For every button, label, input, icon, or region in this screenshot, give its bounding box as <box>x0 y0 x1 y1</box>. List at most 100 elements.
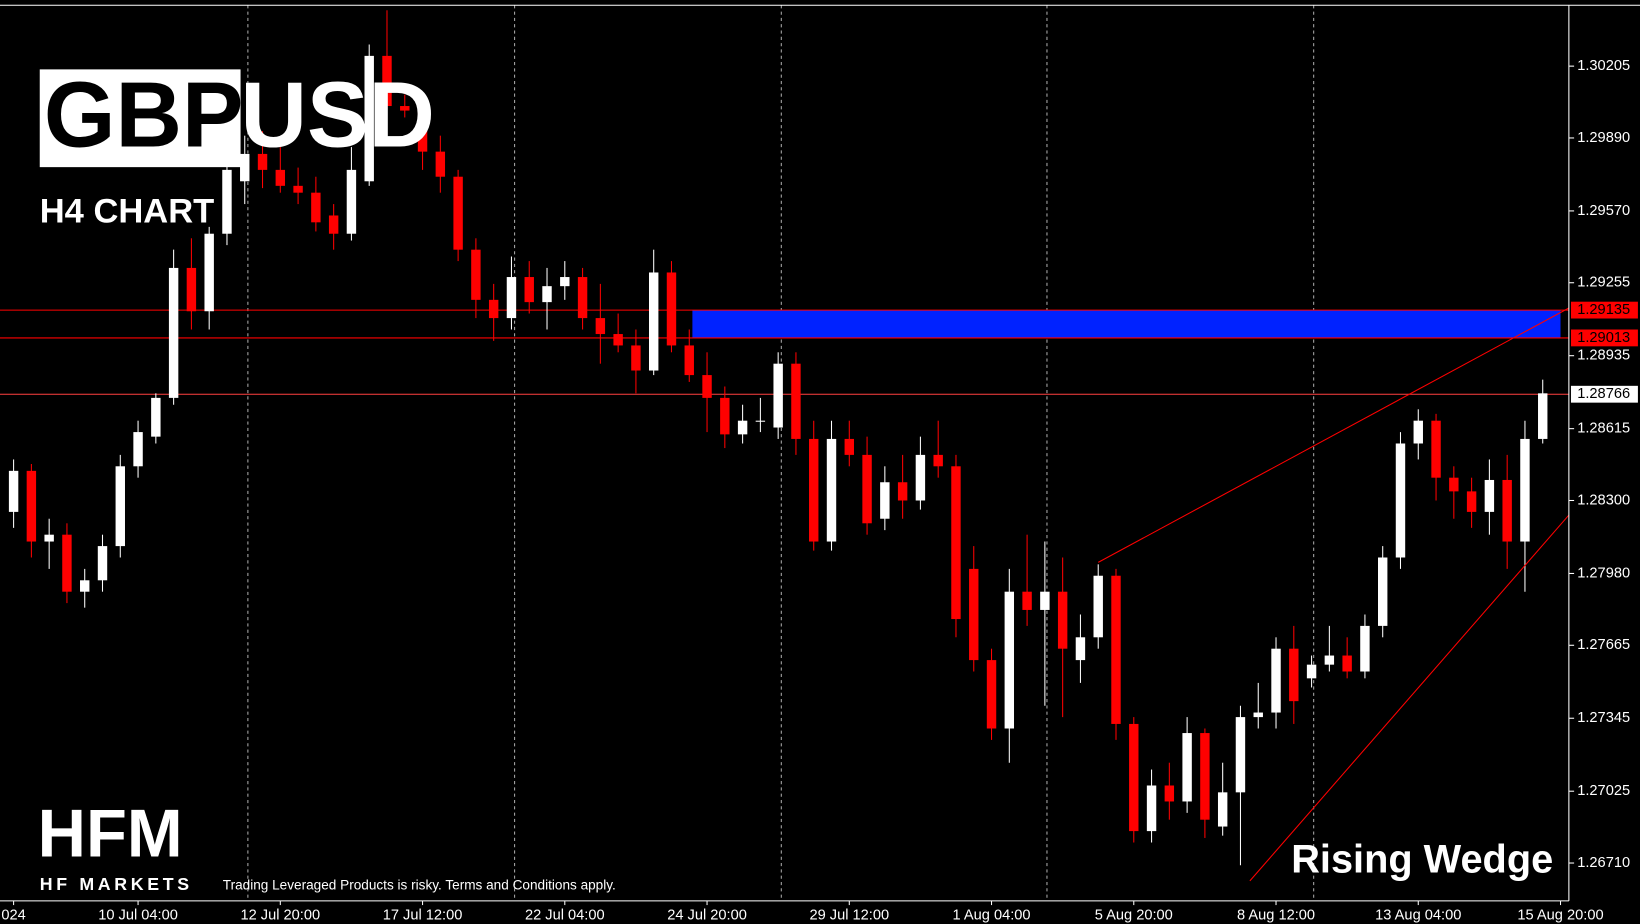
candle-body <box>1093 575 1103 638</box>
candle-body <box>1111 575 1121 724</box>
candle-body <box>631 345 641 371</box>
candle-body <box>702 375 712 398</box>
candle-body <box>435 151 446 177</box>
y-tick-label: 1.28615 <box>1577 421 1630 437</box>
candle-body <box>1324 655 1335 665</box>
x-tick-label: 8 Aug 12:00 <box>1237 907 1315 923</box>
candle-body <box>1520 438 1530 542</box>
candle-body <box>524 277 534 303</box>
candle-body <box>826 438 837 542</box>
candle-body <box>1289 648 1299 702</box>
candles <box>8 10 1548 866</box>
title-part: USD <box>241 62 435 166</box>
x-tick-label: 22 Jul 04:00 <box>525 907 605 923</box>
candle-body <box>506 277 517 319</box>
y-tick-label: 1.27345 <box>1577 710 1630 726</box>
candle-body <box>648 272 659 371</box>
candle-body <box>222 169 232 234</box>
candle-body <box>1342 655 1352 672</box>
candle-body <box>293 185 303 193</box>
candle-body <box>1040 591 1050 610</box>
disclaimer: Trading Leveraged Products is risky. Ter… <box>223 878 616 893</box>
x-tick-label: 13 Aug 04:00 <box>1375 907 1461 923</box>
candle-body <box>1235 717 1246 793</box>
candle-body <box>915 454 926 501</box>
logo: HFM <box>38 796 183 871</box>
candle-body <box>186 267 197 312</box>
level-label: 1.29135 <box>1577 302 1630 318</box>
candle-body <box>453 176 463 250</box>
candle-body <box>400 106 410 111</box>
x-tick-label: 12 Jul 20:00 <box>240 907 320 923</box>
candle-body <box>1200 733 1210 820</box>
candle-body <box>80 580 90 592</box>
x-tick-label: 29 Jul 12:00 <box>809 907 889 923</box>
candle-body <box>364 55 374 182</box>
candle-body <box>1413 420 1423 444</box>
level-label: 1.29013 <box>1577 330 1630 346</box>
candle-body <box>1253 712 1263 718</box>
annotation: Rising Wedge <box>1291 837 1553 881</box>
candle-body <box>1466 491 1477 512</box>
candle-body <box>1431 420 1441 478</box>
candle-body <box>382 55 392 107</box>
candle-body <box>1538 393 1548 439</box>
y-tick-label: 1.27025 <box>1577 783 1630 799</box>
candle-body <box>560 277 570 287</box>
candle-body <box>8 470 19 512</box>
candle-body <box>1146 785 1157 832</box>
candle-body <box>809 438 819 542</box>
x-tick-label: 024 <box>1 907 25 923</box>
candle-body <box>951 466 961 620</box>
candle-body <box>133 432 143 467</box>
level-box <box>1570 385 1638 403</box>
candle-body <box>1217 792 1228 827</box>
candle-body <box>684 345 694 376</box>
title-box <box>39 69 241 168</box>
candle-body <box>862 454 872 524</box>
candle-body <box>417 110 428 152</box>
x-tick-label: 5 Aug 20:00 <box>1095 907 1173 923</box>
candle-body <box>1164 785 1175 802</box>
candle-body <box>151 397 161 437</box>
candle-body <box>791 363 801 439</box>
candle-body <box>542 286 552 303</box>
candle-body <box>720 397 730 435</box>
candle-body <box>115 466 125 547</box>
x-tick-label: 10 Jul 04:00 <box>98 907 178 923</box>
zone <box>692 310 1561 338</box>
y-tick-label: 1.30205 <box>1577 58 1630 74</box>
candle-body <box>1502 479 1512 542</box>
y-tick-label: 1.27665 <box>1577 637 1630 653</box>
candle-body <box>880 482 890 519</box>
x-tick-label: 1 Aug 04:00 <box>953 907 1031 923</box>
candle-body <box>275 169 286 186</box>
candle-body <box>1022 591 1032 610</box>
candle-body <box>1271 648 1281 713</box>
candle-body <box>1377 557 1388 626</box>
candle-body <box>1004 591 1015 729</box>
candle-body <box>1360 625 1370 672</box>
wedge-lower <box>1249 514 1570 882</box>
x-tick-label: 17 Jul 12:00 <box>383 907 463 923</box>
candle-body <box>969 568 979 661</box>
subtitle: H4 CHART <box>40 192 214 230</box>
candle-body <box>737 420 748 435</box>
title-part: GBP <box>44 62 243 166</box>
y-tick-label: 1.28300 <box>1577 492 1630 508</box>
candle-body <box>1306 664 1317 679</box>
candle-body <box>168 267 179 398</box>
candle-body <box>97 546 108 581</box>
candle-body <box>44 534 54 542</box>
candle-body <box>1449 477 1459 492</box>
candle-body <box>471 249 481 300</box>
candle-body <box>897 482 908 501</box>
candle-body <box>26 470 37 542</box>
axis-labels: 1.30205 1.29890 1.29570 1.29255 1.28935 1.286… <box>1 58 1638 923</box>
candle-body <box>1182 733 1192 802</box>
level-label: 1.28766 <box>1577 386 1630 402</box>
candle-body <box>1395 443 1406 558</box>
candle-body <box>1484 479 1495 512</box>
